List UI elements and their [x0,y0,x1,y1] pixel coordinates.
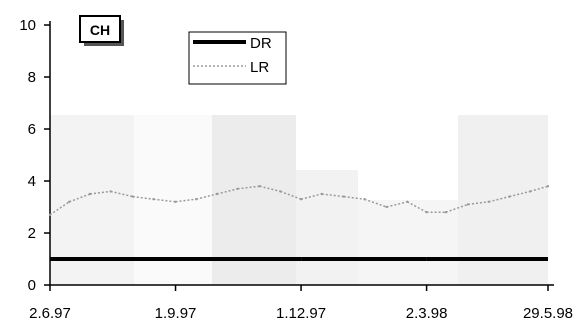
series-lr-point [215,192,219,196]
series-lr-point [152,198,155,201]
series-lr-segment [89,190,111,195]
series-lr-point [236,187,239,190]
series-lr-segment [509,190,531,198]
legend: DR LR [188,31,287,85]
series-lr-point [363,198,366,201]
series-lr-segment [132,195,154,200]
series-lr-point [109,190,112,193]
series-lr-segment [216,188,238,195]
series-lr-segment [467,201,489,206]
y-tick-label: 10 [19,17,36,34]
y-tick-label: 4 [28,173,36,190]
series-lr-point [174,200,177,203]
series-lr-point [528,190,532,193]
series-lr-point [406,200,409,203]
y-tick-label: 2 [28,225,36,242]
axes: 0 2 4 6 8 10 2.6.97 1.9.97 1.12.97 2.3.98 29.5.98 [19,17,573,322]
series-lr-point [444,211,448,214]
series-lr-segment [196,193,218,200]
series-lr-point [279,190,282,193]
chart-title: CH [90,22,110,38]
legend-label-lr: LR [250,59,269,76]
series-lr-point [487,200,490,203]
series-lr-point [466,203,470,206]
background-bands [50,115,548,285]
series-lr-segment [300,193,322,200]
chart-title-box: CH [79,15,124,46]
series-lr-point [425,211,428,214]
series-lr-segment [386,201,408,208]
x-tick-label: 2.6.97 [29,305,71,322]
y-tick-label: 6 [28,121,36,138]
series-lr-point [48,213,52,216]
x-tick-label: 29.5.98 [523,305,573,322]
series-lr-point [258,185,261,188]
x-tick-label: 1.9.97 [155,305,197,322]
series [48,185,550,261]
series-lr-segment [259,185,281,193]
x-tick-label: 1.12.97 [276,305,326,322]
series-lr-point [546,185,550,188]
series-lr-point [299,198,303,201]
y-tick-label: 8 [28,69,36,86]
series-lr-point [385,205,388,209]
series-lr-point [508,195,511,198]
series-lr-segment [175,198,197,203]
series-lr-segment [529,185,549,193]
series-lr-point [131,195,134,198]
series-lr-segment [488,195,510,203]
y-tick-label: 0 [28,277,36,294]
legend-label-dr: DR [250,35,272,52]
series-lr-point [88,192,92,196]
series-lr-point [320,192,323,196]
series-lr-point [195,198,198,201]
series-lr-point [68,200,71,203]
x-tick-label: 2.3.98 [406,305,448,322]
series-lr-point [342,195,345,198]
series-lr-segment [343,195,365,200]
